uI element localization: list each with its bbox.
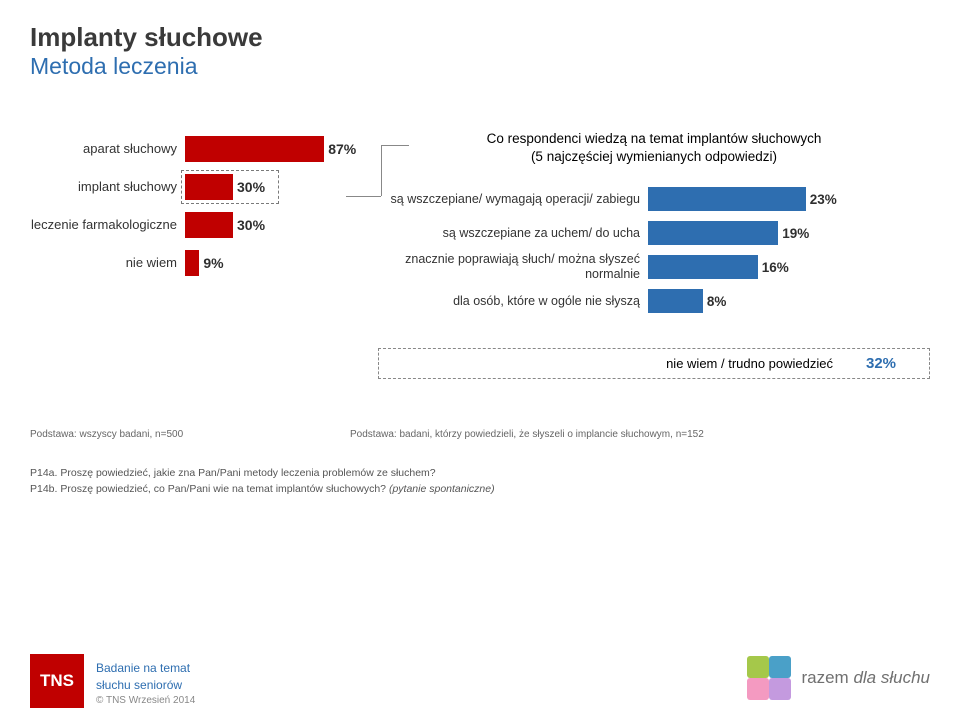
bar-label: są wszczepiane/ wymagają operacji/ zabie… <box>378 192 648 208</box>
question-1: P14a. Proszę powiedzieć, jakie zna Pan/P… <box>30 466 930 482</box>
bar-value: 23% <box>806 187 837 211</box>
bar-track: 19% <box>648 221 888 245</box>
footer-line2: słuchu seniorów <box>96 677 195 694</box>
question-2: P14b. Proszę powiedzieć, co Pan/Pani wie… <box>30 482 930 498</box>
bar-row: są wszczepiane za uchem/ do ucha 19% <box>378 216 930 250</box>
bar-row: dla osób, które w ogóle nie słyszą 8% <box>378 284 930 318</box>
bar-track: 30% <box>185 174 345 200</box>
brand-right: razem dla słuchu <box>747 656 930 700</box>
bar-label: są wszczepiane za uchem/ do ucha <box>378 226 648 242</box>
bar-track: 9% <box>185 250 345 276</box>
page-title: Implanty słuchowe <box>30 22 930 53</box>
puzzle-icon <box>747 656 791 700</box>
bar-track: 23% <box>648 187 888 211</box>
bar-label: aparat słuchowy <box>30 141 185 157</box>
bar-fill <box>648 187 806 211</box>
question-footnotes: P14a. Proszę powiedzieć, jakie zna Pan/P… <box>30 466 930 498</box>
bar-fill <box>648 255 758 279</box>
connector-line-h2 <box>381 145 409 146</box>
dashed-value: 32% <box>841 355 921 372</box>
bar-value: 9% <box>199 250 223 276</box>
tns-logo: TNS <box>30 654 84 708</box>
bar-track: 30% <box>185 212 345 238</box>
bar-row: implant słuchowy30% <box>30 168 360 206</box>
right-chart-title-line1: Co respondenci wiedzą na temat implantów… <box>487 131 822 146</box>
right-chart-title-line2: (5 najczęściej wymienianych odpowiedzi) <box>531 149 777 164</box>
bar-fill <box>185 136 324 162</box>
bar-label: implant słuchowy <box>30 179 185 195</box>
right-bar-chart: są wszczepiane/ wymagają operacji/ zabie… <box>378 182 930 318</box>
footer-line1: Badanie na temat <box>96 660 195 677</box>
bar-value: 19% <box>778 221 809 245</box>
brand-right-text: razem dla słuchu <box>801 668 930 688</box>
bar-value: 16% <box>758 255 789 279</box>
connector-line-h1 <box>346 196 381 197</box>
bar-track: 8% <box>648 289 888 313</box>
highlight-box <box>181 170 279 204</box>
bar-fill <box>185 250 199 276</box>
bar-row: znacznie poprawiają słuch/ można słyszeć… <box>378 250 930 284</box>
bar-label: dla osób, które w ogóle nie słyszą <box>378 294 648 310</box>
bar-value: 87% <box>324 136 356 162</box>
bar-fill <box>648 289 703 313</box>
page-subtitle: Metoda leczenia <box>30 53 930 80</box>
connector-line-v <box>381 145 382 196</box>
bar-label: znacznie poprawiają słuch/ można słyszeć… <box>378 252 648 283</box>
brand-right-italic: dla słuchu <box>853 668 930 687</box>
bar-track: 16% <box>648 255 888 279</box>
left-bar-chart: aparat słuchowy87%implant słuchowy30%lec… <box>30 130 360 379</box>
footer-text: Badanie na temat słuchu seniorów © TNS W… <box>96 660 195 708</box>
dashed-summary-box: nie wiem / trudno powiedzieć 32% <box>378 348 930 379</box>
brand-right-plain: razem <box>801 668 853 687</box>
dashed-label: nie wiem / trudno powiedzieć <box>387 356 841 371</box>
bar-label: nie wiem <box>30 255 185 271</box>
bar-row: są wszczepiane/ wymagają operacji/ zabie… <box>378 182 930 216</box>
bar-label: leczenie farmakologiczne <box>30 217 185 233</box>
basis-right: Podstawa: badani, którzy powiedzieli, że… <box>260 429 930 440</box>
basis-left: Podstawa: wszyscy badani, n=500 <box>30 429 260 440</box>
footer-line3: © TNS Wrzesień 2014 <box>96 694 195 708</box>
bar-row: leczenie farmakologiczne 30% <box>30 206 360 244</box>
bar-value: 30% <box>233 212 265 238</box>
bar-track: 87% <box>185 136 345 162</box>
right-chart-title: Co respondenci wiedzą na temat implantów… <box>378 130 930 166</box>
bar-fill <box>185 212 233 238</box>
bar-value: 8% <box>703 289 727 313</box>
bar-row: aparat słuchowy87% <box>30 130 360 168</box>
bar-fill <box>648 221 778 245</box>
bar-row: nie wiem 9% <box>30 244 360 282</box>
